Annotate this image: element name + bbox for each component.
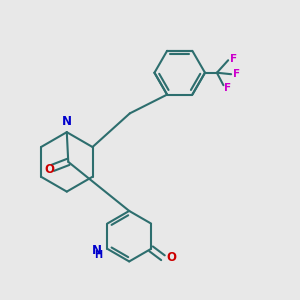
Text: F: F xyxy=(224,83,231,93)
Text: F: F xyxy=(232,69,240,79)
Text: N: N xyxy=(62,115,72,128)
Text: O: O xyxy=(44,163,54,176)
Text: F: F xyxy=(230,54,237,64)
Text: H: H xyxy=(94,250,102,260)
Text: O: O xyxy=(167,251,176,264)
Text: N: N xyxy=(92,244,102,257)
